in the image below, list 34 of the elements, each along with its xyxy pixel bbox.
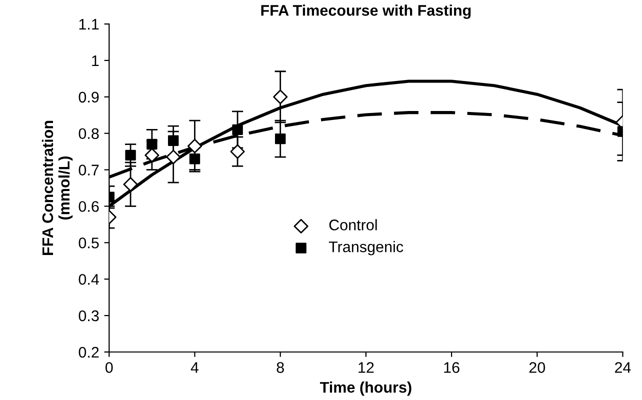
y-tick-label: 0.3 [78, 310, 99, 322]
x-tick-label: 24 [615, 362, 631, 373]
y-axis-title: FFA Concentration (mmol/L) [42, 120, 73, 256]
y-tick-label: 1.1 [79, 19, 99, 30]
y-tick-label: 0.5 [78, 238, 99, 248]
point [230, 144, 245, 159]
chart-title: FFA Timecourse with Fasting [261, 4, 471, 19]
x-tick-label: 16 [444, 362, 460, 373]
point [232, 124, 243, 136]
x-tick-label: 12 [358, 362, 374, 373]
y-tick-label: 0.9 [78, 92, 99, 103]
point [123, 177, 138, 192]
y-tick-label: 0.7 [78, 164, 99, 176]
point [273, 90, 288, 104]
point [274, 133, 286, 144]
point [144, 148, 160, 162]
x-tick-label: 8 [276, 362, 284, 373]
x-axis-title: Time (hours) [320, 382, 412, 396]
point [146, 138, 158, 150]
y-tick-label: 0.4 [78, 274, 99, 285]
x-tick-label: 20 [529, 362, 546, 373]
point [187, 138, 202, 154]
point [125, 150, 136, 161]
x-tick-label: 0 [105, 362, 113, 373]
y-tick-label: 0.8 [78, 128, 99, 140]
y-tick-label: 1 [92, 55, 99, 66]
x-tick-label: 4 [190, 362, 199, 373]
legend-label: Control [329, 219, 377, 230]
y-tick-label: 0.6 [78, 201, 99, 212]
point [189, 153, 200, 164]
point [166, 150, 181, 164]
point [168, 135, 179, 146]
y-tick-label: 0.2 [78, 346, 99, 358]
legend-label: Transgenic [328, 241, 404, 256]
